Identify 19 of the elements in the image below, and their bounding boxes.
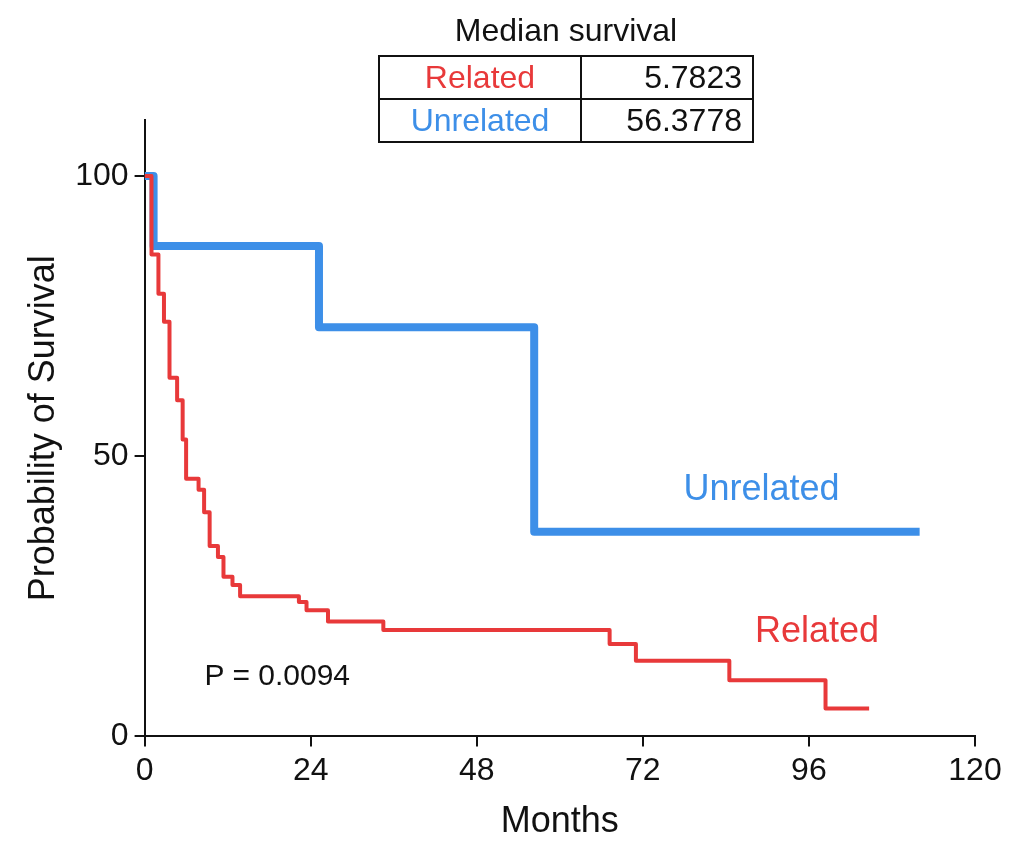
x-tick-label: 96 [791,751,827,788]
series-label: Related [755,609,880,651]
x-tick-label: 72 [625,751,661,788]
text: 5.7823 [581,56,753,99]
y-tick-label: 100 [75,155,129,192]
x-tick-label: 24 [292,751,329,788]
text: Related [424,59,536,95]
y-tick-label: 0 [110,716,129,753]
legend-title: Median survival [453,12,679,49]
x-tick-label: 120 [948,751,1002,788]
x-tick-label: 0 [135,751,154,788]
text: Unrelated [410,102,550,138]
y-axis-title: Probability of Survival [20,255,62,602]
y-tick-label: 50 [93,436,129,473]
annotation: 56.3778 [581,99,753,142]
annotation: P = 0.0094 [204,657,351,691]
x-axis-title: Months [500,799,619,841]
series-label: Unrelated [683,466,840,508]
x-tick-label: 48 [458,751,495,788]
